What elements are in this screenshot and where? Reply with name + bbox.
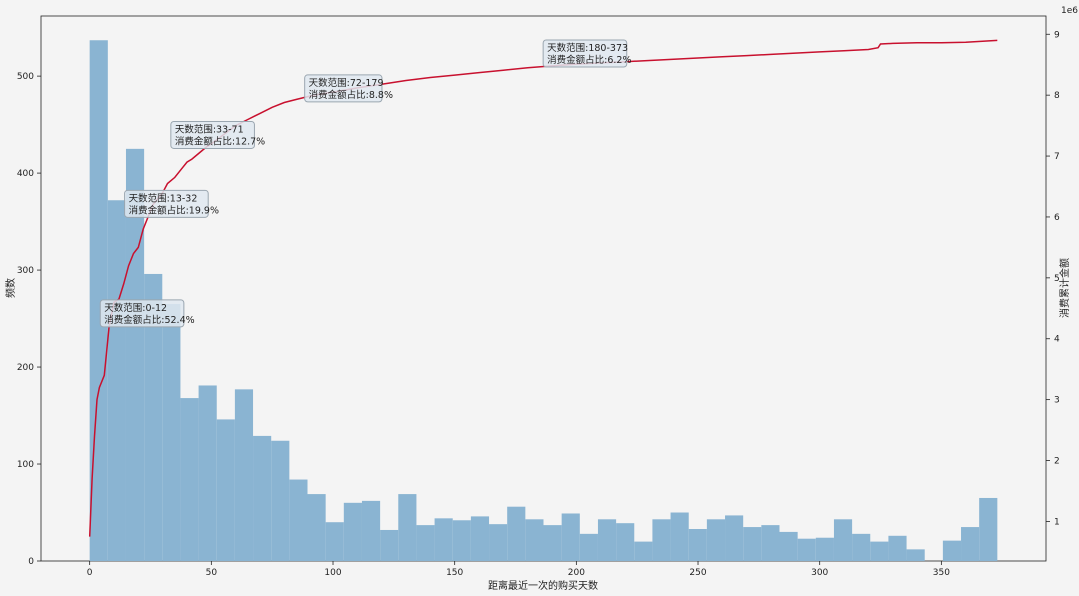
y2-offset-text: 1e6 — [1061, 6, 1078, 16]
annotation-box — [542, 39, 628, 68]
histogram-bar — [761, 525, 780, 561]
histogram-bar — [162, 304, 181, 561]
annotation-range-text: 天数范围:33-71 — [175, 123, 244, 135]
annotation-range-text: 天数范围:13-32 — [129, 192, 198, 204]
annotation-range-text: 天数范围:72-179 — [309, 77, 384, 89]
histogram-bar — [670, 512, 689, 561]
histogram-bar — [652, 519, 671, 561]
x-axis-label: 距离最近一次的购买天数 — [488, 579, 598, 592]
histogram-bar — [361, 500, 381, 561]
histogram-bar — [561, 513, 580, 561]
y-axis-right: 1 2 3 4 5 6 7 8 9 — [1046, 30, 1060, 527]
histogram-bar — [979, 497, 998, 561]
x-tick-label: 50 — [206, 568, 218, 578]
histogram-bar — [380, 529, 399, 561]
histogram-bar — [107, 200, 126, 561]
histogram-bar — [470, 516, 490, 561]
histogram-bar — [180, 398, 199, 561]
annotation-range-text: 天数范围:180-373 — [547, 42, 628, 54]
cumulative-spend-line — [88, 39, 998, 537]
y2-axis-label: 消费累计金额 — [1058, 258, 1071, 318]
histogram-bar — [597, 519, 617, 561]
histogram-bar — [234, 389, 254, 561]
histogram-bar — [507, 506, 526, 561]
histogram-bar — [543, 525, 562, 561]
y2-tick-label: 7 — [1054, 152, 1060, 162]
y2-tick-label: 9 — [1054, 30, 1060, 40]
histogram-bar — [325, 522, 344, 561]
y2-tick-label: 4 — [1054, 335, 1060, 345]
histogram-bar — [398, 494, 417, 561]
histogram-bar — [961, 527, 980, 561]
annotation-box — [170, 120, 255, 149]
histogram-bar — [743, 527, 762, 561]
histogram-bar — [343, 502, 362, 561]
histogram-bar — [725, 515, 744, 561]
histogram-bar — [216, 419, 235, 561]
histogram-bar — [942, 540, 962, 561]
y2-tick-label: 6 — [1054, 213, 1060, 223]
histogram-bar — [797, 538, 816, 561]
y2-tick-label: 8 — [1054, 91, 1060, 101]
y-tick-label: 400 — [17, 169, 34, 179]
histogram-bar — [434, 518, 453, 561]
y2-tick-label: 1 — [1054, 517, 1060, 527]
histogram-bar — [579, 533, 598, 561]
y2-tick-label: 3 — [1054, 396, 1060, 406]
histogram-bar — [870, 541, 889, 561]
histogram-bar — [833, 519, 853, 561]
x-tick-label: 0 — [87, 568, 93, 578]
x-tick-label: 100 — [324, 568, 341, 578]
y-tick-label: 300 — [17, 266, 34, 276]
annotation-share-text: 消费金额占比:8.8% — [309, 89, 393, 101]
histogram-bar — [416, 525, 435, 561]
annotation-box — [99, 299, 185, 328]
histogram-bar — [271, 440, 290, 561]
histogram-bar — [489, 524, 508, 561]
y-tick-label: 100 — [17, 460, 34, 470]
histogram-bar — [634, 541, 653, 561]
y2-tick-label: 2 — [1054, 457, 1060, 467]
histogram-bar — [779, 531, 798, 561]
x-axis: 0 50 100 150 200 250 300 350 — [87, 561, 950, 578]
annotation-share-text: 消费金额占比:52.4% — [104, 314, 194, 326]
x-tick-label: 350 — [933, 568, 950, 578]
annotation-share-text: 消费金额占比:12.7% — [175, 135, 265, 147]
y2-tick-label: 5 — [1054, 274, 1060, 284]
y-axis-left: 0 100 200 300 400 500 — [17, 72, 41, 567]
histogram-bar — [253, 435, 272, 561]
histogram-bar — [906, 549, 925, 561]
histogram-bar — [525, 519, 544, 561]
annotation-box — [304, 74, 383, 103]
x-tick-label: 300 — [811, 568, 828, 578]
histogram-bar — [815, 537, 834, 561]
annotation-share-text: 消费金额占比:19.9% — [129, 204, 219, 216]
histogram-bar — [144, 273, 163, 561]
histogram-bar — [706, 519, 726, 561]
y-tick-label: 0 — [28, 557, 34, 567]
histogram-bar — [616, 523, 635, 561]
histogram-bars — [89, 40, 998, 561]
histogram-bar — [125, 148, 145, 561]
x-tick-label: 200 — [568, 568, 585, 578]
x-tick-label: 150 — [446, 568, 463, 578]
y-axis-label: 频数 — [4, 278, 17, 298]
annotation-share-text: 消费金额占比:6.2% — [547, 54, 631, 66]
y-tick-label: 500 — [17, 72, 34, 82]
x-tick-label: 250 — [689, 568, 706, 578]
cumulative-line-layer — [88, 39, 998, 537]
histogram-bar — [307, 494, 326, 561]
y-tick-label: 200 — [17, 363, 34, 373]
histogram-bar — [289, 479, 308, 561]
histogram-bar — [888, 535, 907, 561]
annotation-range-text: 天数范围:0-12 — [104, 302, 167, 314]
histogram-bar — [198, 385, 217, 561]
histogram-bar — [452, 520, 471, 561]
histogram-bar — [852, 533, 871, 561]
annotation-box — [124, 189, 209, 218]
histogram-bar — [688, 528, 707, 561]
